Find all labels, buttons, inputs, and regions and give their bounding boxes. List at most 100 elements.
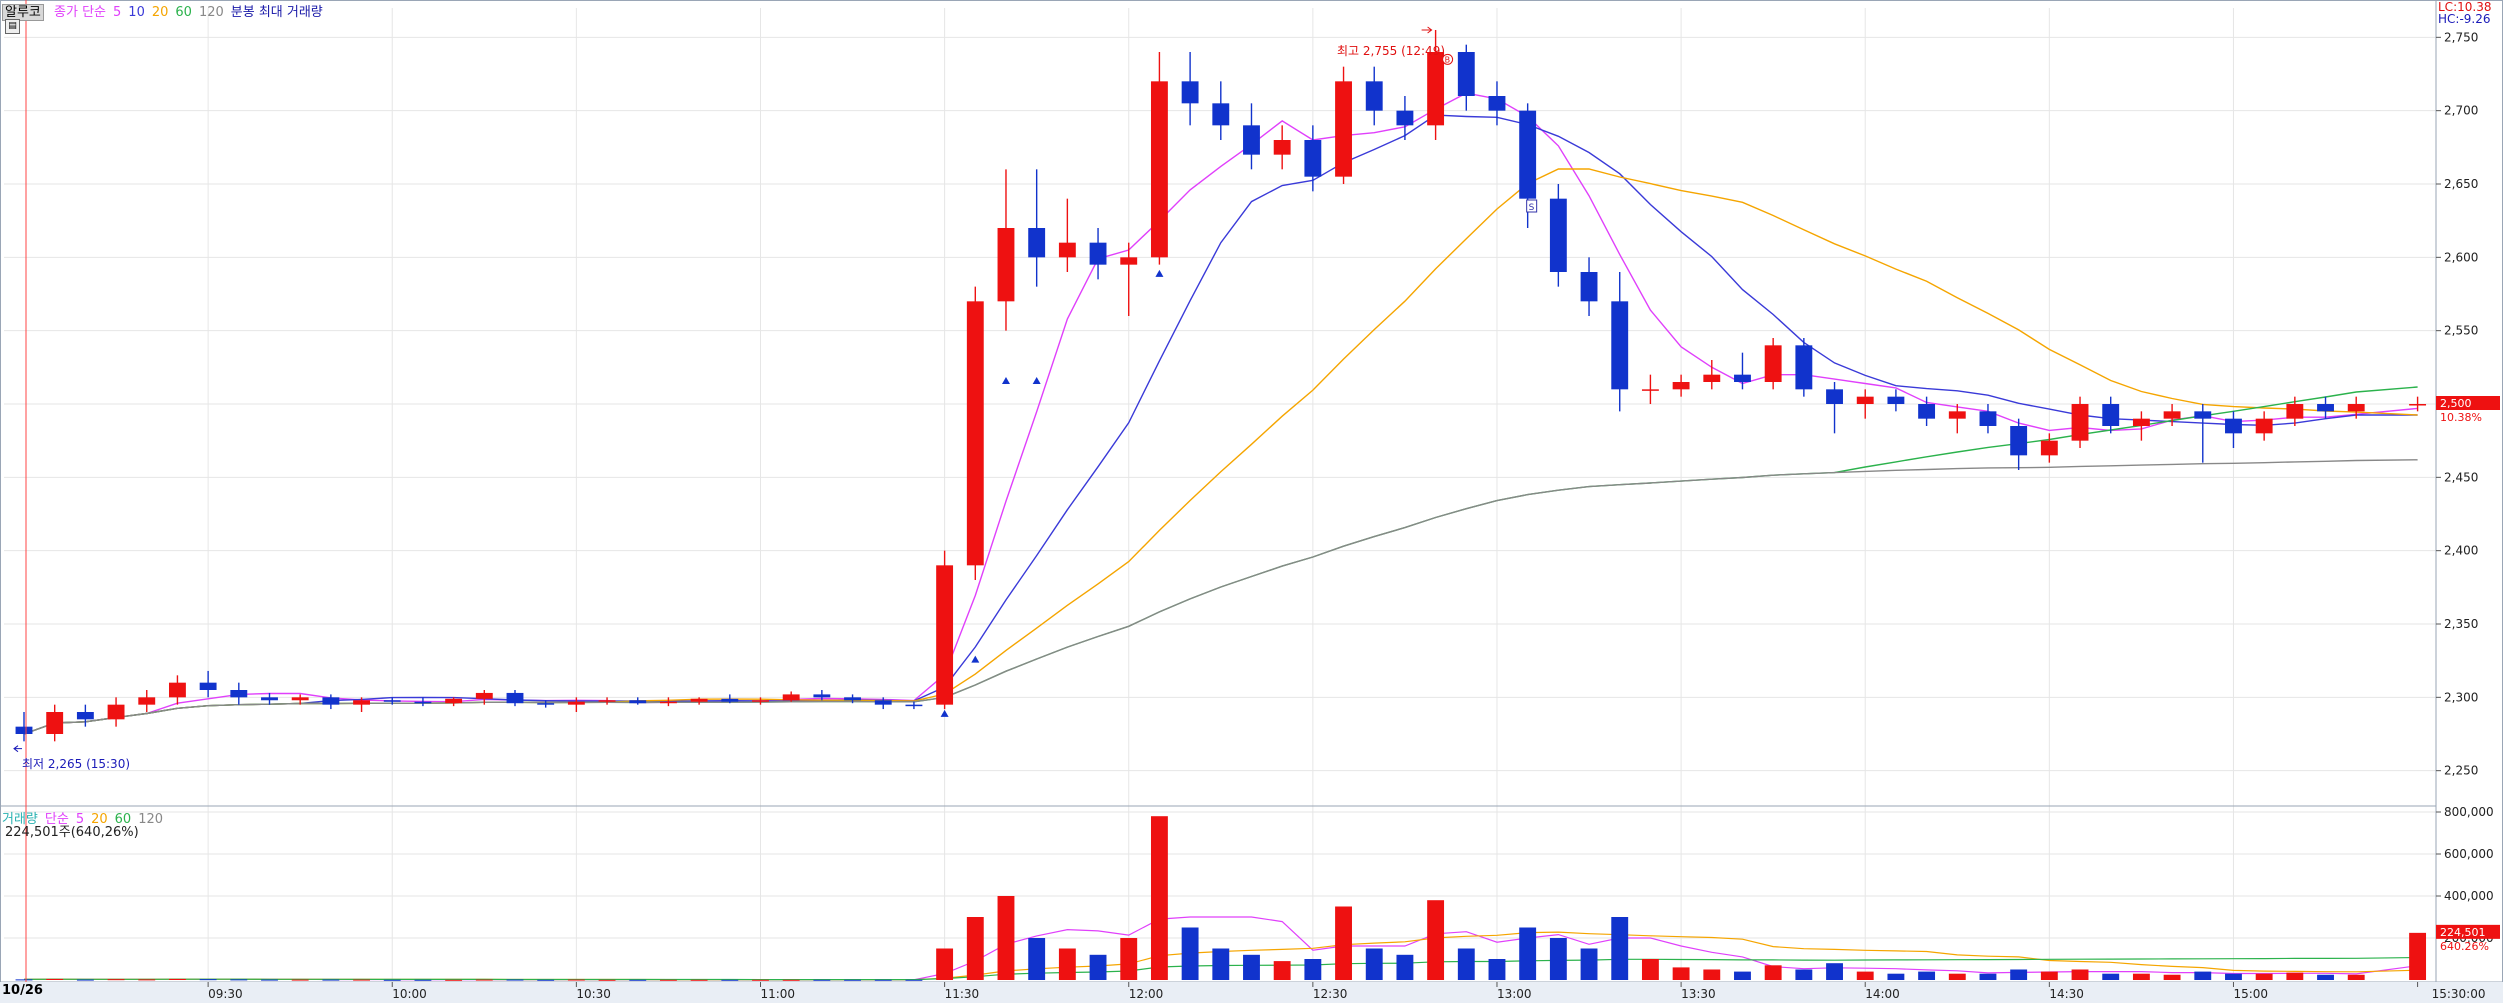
volume-tick-label: 800,000	[2444, 805, 2494, 819]
volume-bar	[1028, 938, 1046, 980]
volume-bar	[874, 979, 892, 981]
candle-body	[46, 712, 64, 734]
legend-item: 120	[198, 5, 224, 20]
price-tick-label: 2,250	[2444, 764, 2478, 778]
symbol-label[interactable]: 알루코	[2, 4, 44, 21]
candle-body	[2194, 411, 2212, 419]
volume-bar	[291, 979, 309, 981]
axis-labels: 2,750 2,700 2,650 2,600 2,550 2,500 2,450 2,400…	[208, 30, 2494, 1001]
price-tick-label: 2,550	[2444, 324, 2478, 338]
volume-bar	[1457, 948, 1475, 980]
volume-bar	[445, 979, 463, 981]
buy-marker: B	[1445, 55, 1451, 64]
candle-body	[2040, 440, 2058, 456]
candle-body	[1887, 396, 1905, 404]
time-axis-band	[0, 982, 2503, 1003]
settings-icon[interactable]: ▤	[5, 19, 20, 34]
candle-body	[138, 697, 156, 705]
candle-body	[168, 682, 186, 698]
volume-bar	[138, 979, 156, 981]
price-tick-label: 2,300	[2444, 690, 2478, 704]
volume-bar	[506, 979, 524, 981]
volume-bar	[567, 979, 585, 981]
candle-body	[1734, 374, 1751, 382]
candle-body	[1611, 301, 1629, 390]
volume-bar	[2071, 969, 2089, 980]
candle-body	[2010, 426, 2028, 456]
time-tick-label: 11:00	[760, 987, 795, 1001]
volume-bar	[353, 979, 370, 981]
volume-bar	[598, 979, 616, 981]
candle-body	[1826, 389, 1843, 404]
candle-body	[1856, 396, 1874, 404]
volume-bar	[76, 979, 94, 981]
volume-tick-label: 600,000	[2444, 847, 2494, 861]
time-tick-label: 09:30	[208, 987, 243, 1001]
candle-body	[659, 701, 677, 704]
price-tick-label: 2,600	[2444, 250, 2478, 264]
candle-body	[2255, 418, 2273, 434]
volume-bar	[1549, 938, 1567, 980]
candle-body	[690, 698, 708, 702]
candle-body	[1120, 257, 1138, 265]
candle-body	[2317, 404, 2334, 412]
volume-bars[interactable]	[15, 816, 2427, 981]
volume-bar	[721, 979, 739, 981]
candle-body	[199, 682, 217, 690]
candle-body	[1304, 140, 1322, 177]
volume-bar	[2163, 974, 2181, 980]
moving-average-lines	[23, 92, 2418, 735]
volume-bar	[230, 979, 248, 981]
candle-body	[2225, 418, 2242, 434]
ma-line-10	[23, 114, 2418, 735]
candle-body	[567, 701, 585, 705]
candle-body	[1273, 140, 1291, 155]
current-price-label: 2,500	[2440, 397, 2472, 410]
volume-bar	[168, 978, 186, 980]
volume-bar	[261, 979, 278, 981]
volume-bar	[997, 896, 1015, 980]
volume-bar	[936, 948, 954, 980]
candle-body	[2286, 404, 2304, 419]
candle-body	[1519, 110, 1537, 199]
candle-body	[782, 694, 800, 701]
volume-bar	[1948, 973, 1966, 980]
volume-bar	[2194, 971, 2212, 980]
volume-bar	[1058, 948, 1076, 980]
candle-body	[1641, 389, 1659, 391]
candle-body	[813, 694, 831, 698]
candle-body	[2409, 404, 2427, 406]
volume-bar	[659, 979, 677, 981]
price-tick-label: 2,400	[2444, 544, 2478, 558]
candle-body	[1549, 198, 1567, 272]
volume-bar	[1734, 971, 1751, 980]
time-tick-label: 13:00	[1497, 987, 1532, 1001]
candle-body	[1979, 411, 1997, 426]
volume-bar	[629, 979, 647, 981]
volume-bar	[2409, 932, 2427, 980]
legend-item: 20	[91, 812, 108, 827]
legend-item: 분봉 최대 거래량	[230, 5, 323, 20]
volume-bar	[752, 979, 769, 981]
legend-item: 단순	[44, 812, 69, 827]
candle-body	[353, 700, 370, 705]
buy-marker-circle	[1442, 53, 1454, 65]
signal-arrow-icon	[940, 709, 949, 717]
candle-body	[261, 697, 278, 701]
price-tick-label: 2,750	[2444, 30, 2478, 44]
volume-bar	[905, 979, 923, 981]
candle-series[interactable]	[15, 30, 2427, 742]
low-arrow	[13, 745, 22, 753]
candle-body	[1457, 52, 1475, 96]
candle-body	[76, 712, 94, 720]
volume-bar	[844, 979, 861, 981]
volume-bar	[1488, 959, 1506, 980]
candle-body	[1918, 404, 1936, 419]
current-volume-ratio-label: 640.26%	[2440, 940, 2489, 953]
candle-body	[1764, 345, 1782, 382]
candle-body	[1427, 52, 1445, 126]
high-arrow	[1421, 26, 1433, 34]
candle-body	[629, 700, 647, 704]
